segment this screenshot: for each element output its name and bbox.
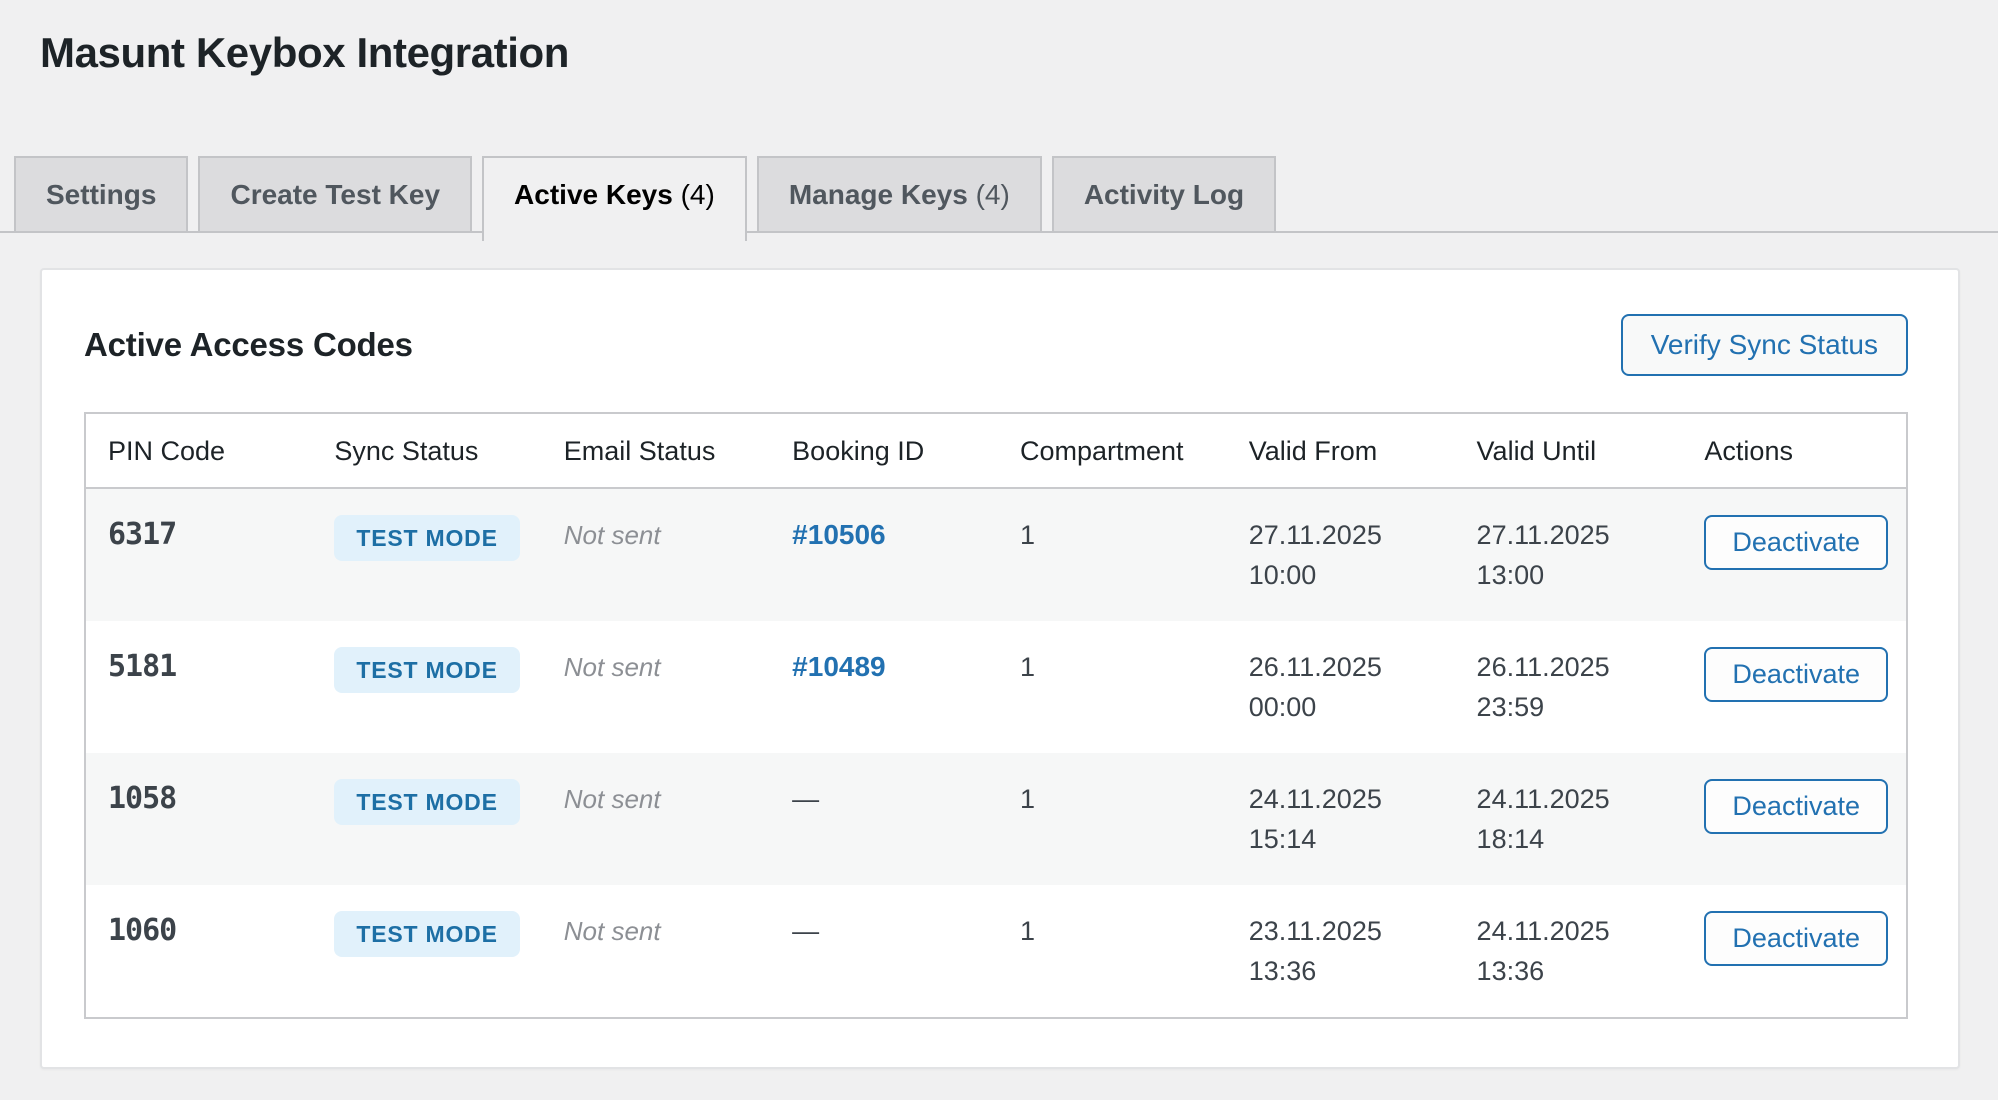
deactivate-button[interactable]: Deactivate xyxy=(1704,911,1888,966)
tab-label: Settings xyxy=(46,179,157,210)
col-sync-status: Sync Status xyxy=(312,413,542,489)
tab-count: (4) xyxy=(680,179,715,210)
sync-status-badge: TEST MODE xyxy=(334,911,520,957)
table-header-row: PIN Code Sync Status Email Status Bookin… xyxy=(85,413,1907,489)
pin-code: 1058 xyxy=(108,781,177,816)
valid-until-date: 26.11.2025 xyxy=(1476,652,1610,682)
col-actions: Actions xyxy=(1682,413,1907,489)
valid-from-time: 15:14 xyxy=(1248,824,1317,854)
col-pin-code: PIN Code xyxy=(85,413,313,489)
valid-from-date: 23.11.2025 xyxy=(1248,916,1382,946)
tab-label: Create Test Key xyxy=(230,179,441,210)
tab-settings[interactable]: Settings xyxy=(14,156,189,231)
sync-status-badge: TEST MODE xyxy=(334,515,520,561)
valid-until-date: 24.11.2025 xyxy=(1476,916,1610,946)
compartment: 1 xyxy=(1019,652,1035,682)
table-body: 6317 TEST MODE Not sent #10506 1 27.11.2… xyxy=(85,488,1907,1018)
deactivate-button[interactable]: Deactivate xyxy=(1704,515,1888,570)
col-compartment: Compartment xyxy=(997,413,1227,489)
pin-code: 5181 xyxy=(108,649,177,684)
tab-label: Manage Keys xyxy=(788,179,968,210)
deactivate-button[interactable]: Deactivate xyxy=(1704,647,1888,702)
valid-from-date: 24.11.2025 xyxy=(1248,784,1382,814)
page-title: Masunt Keybox Integration xyxy=(40,29,570,76)
valid-from: 26.11.2025 00:00 xyxy=(1227,621,1455,753)
deactivate-button[interactable]: Deactivate xyxy=(1704,779,1888,834)
active-keys-table: PIN Code Sync Status Email Status Bookin… xyxy=(84,412,1908,1019)
tab-activity-log[interactable]: Activity Log xyxy=(1051,156,1277,231)
valid-from: 24.11.2025 15:14 xyxy=(1227,753,1455,885)
valid-from-time: 13:36 xyxy=(1248,956,1317,986)
valid-until: 26.11.2025 23:59 xyxy=(1455,621,1683,753)
booking-id-empty: — xyxy=(792,784,820,814)
active-access-codes-panel: Active Access Codes Verify Sync Status P… xyxy=(40,268,1960,1069)
valid-until: 24.11.2025 13:36 xyxy=(1455,885,1683,1018)
col-valid-from: Valid From xyxy=(1226,413,1455,489)
tab-active-keys[interactable]: Active Keys (4) xyxy=(482,156,747,241)
valid-from: 23.11.2025 13:36 xyxy=(1227,885,1455,1018)
email-status: Not sent xyxy=(563,520,661,550)
valid-until-time: 23:59 xyxy=(1476,692,1545,722)
tab-label: Active Keys xyxy=(514,179,673,210)
valid-until-time: 18:14 xyxy=(1476,824,1545,854)
valid-from-date: 26.11.2025 xyxy=(1248,652,1382,682)
pin-code: 6317 xyxy=(108,517,177,552)
valid-until-date: 24.11.2025 xyxy=(1476,784,1610,814)
valid-until-time: 13:36 xyxy=(1476,956,1545,986)
col-booking-id: Booking ID xyxy=(770,413,998,489)
valid-from-time: 10:00 xyxy=(1248,560,1317,590)
email-status: Not sent xyxy=(563,784,661,814)
valid-from: 27.11.2025 10:00 xyxy=(1227,488,1455,621)
panel-title: Active Access Codes xyxy=(84,326,413,363)
panel-header: Active Access Codes Verify Sync Status xyxy=(84,314,1908,376)
col-email-status: Email Status xyxy=(541,413,771,489)
verify-sync-status-button[interactable]: Verify Sync Status xyxy=(1620,314,1908,376)
table-row: 1060 TEST MODE Not sent — 1 23.11.2025 1… xyxy=(85,885,1907,1018)
valid-until: 24.11.2025 18:14 xyxy=(1455,753,1683,885)
compartment: 1 xyxy=(1019,520,1035,550)
tab-bar: Settings Create Test Key Active Keys (4)… xyxy=(0,156,1998,241)
valid-from-time: 00:00 xyxy=(1248,692,1317,722)
booking-id-empty: — xyxy=(792,916,820,946)
pin-code: 1060 xyxy=(108,913,177,948)
table-row: 5181 TEST MODE Not sent #10489 1 26.11.2… xyxy=(85,621,1907,753)
compartment: 1 xyxy=(1019,784,1035,814)
compartment: 1 xyxy=(1019,916,1035,946)
email-status: Not sent xyxy=(563,916,661,946)
table-row: 1058 TEST MODE Not sent — 1 24.11.2025 1… xyxy=(85,753,1907,885)
tab-create-test-key[interactable]: Create Test Key xyxy=(198,156,473,231)
valid-until-time: 13:00 xyxy=(1476,560,1545,590)
booking-id-link[interactable]: #10506 xyxy=(792,519,886,550)
table-row: 6317 TEST MODE Not sent #10506 1 27.11.2… xyxy=(85,488,1907,621)
booking-id-link[interactable]: #10489 xyxy=(792,651,886,682)
sync-status-badge: TEST MODE xyxy=(334,647,520,693)
tab-manage-keys[interactable]: Manage Keys (4) xyxy=(756,156,1042,231)
valid-until-date: 27.11.2025 xyxy=(1476,520,1610,550)
valid-from-date: 27.11.2025 xyxy=(1248,520,1382,550)
valid-until: 27.11.2025 13:00 xyxy=(1455,488,1683,621)
email-status: Not sent xyxy=(563,652,661,682)
sync-status-badge: TEST MODE xyxy=(334,779,520,825)
tab-label: Activity Log xyxy=(1083,179,1245,210)
col-valid-until: Valid Until xyxy=(1454,413,1683,489)
tab-count: (4) xyxy=(975,179,1010,210)
